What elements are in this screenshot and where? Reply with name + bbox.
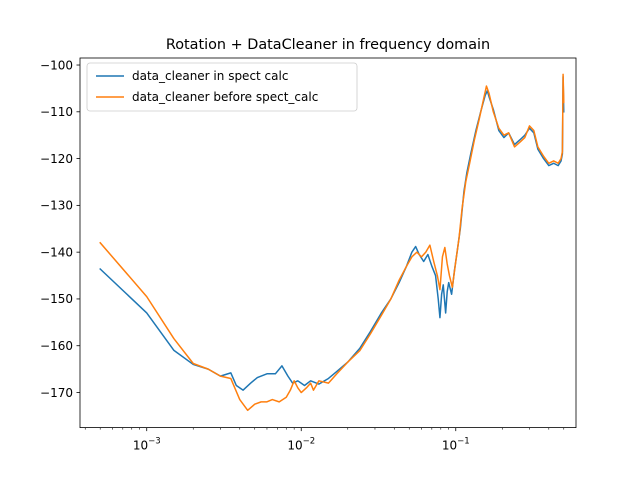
y-tick-label: −130 (40, 199, 73, 213)
legend-label-series-2: data_cleaner before spect_calc (132, 90, 318, 104)
series-layer (99, 73, 565, 412)
plot-frame (79, 57, 577, 429)
x-tick-label: 10−3 (133, 437, 161, 453)
legend-label-series-1: data_cleaner in spect calc (132, 69, 288, 83)
series-line-2 (99, 73, 565, 412)
y-tick-label: −110 (40, 105, 73, 119)
series-line-1 (99, 75, 565, 391)
y-tick-label: −170 (40, 386, 73, 400)
plot-area: 10−3 10−2 10−1 −100 −110 −120 −130 −140 −150 −16… (40, 57, 577, 453)
x-tick-label: 10−1 (442, 437, 470, 453)
x-axis: 10−3 10−2 10−1 (84, 427, 565, 453)
y-tick-label: −140 (40, 245, 73, 259)
y-axis: −100 −110 −120 −130 −140 −150 −160 −170 (40, 58, 80, 400)
legend: data_cleaner in spect calc data_cleaner … (86, 62, 358, 112)
y-tick-label: −120 (40, 152, 73, 166)
y-tick-label: −160 (40, 339, 73, 353)
y-tick-label: −150 (40, 292, 73, 306)
legend-box (86, 62, 358, 112)
chart-title: Rotation + DataCleaner in frequency doma… (166, 37, 490, 53)
x-tick-label: 10−2 (287, 437, 315, 453)
y-tick-label: −100 (40, 58, 73, 72)
